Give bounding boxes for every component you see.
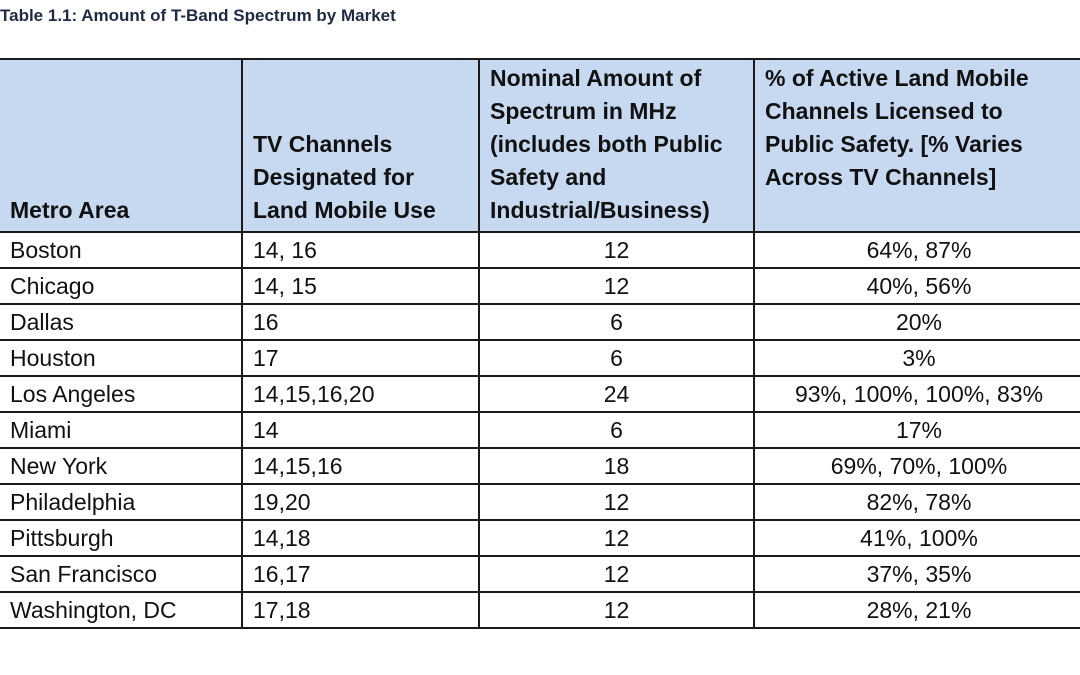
spectrum-table: Metro Area TV Channels Designated for La…	[0, 58, 1080, 629]
table-row: San Francisco 16,17 12 37%, 35%	[0, 555, 1080, 593]
cell-public-safety-percent: 37%, 35%	[753, 555, 1080, 593]
table-body: Boston 14, 16 12 64%, 87% Chicago 14, 15 12 40%…	[0, 231, 1080, 629]
cell-tv-channels: 16	[241, 303, 480, 341]
cell-spectrum-mhz: 6	[478, 303, 755, 341]
cell-tv-channels: 14, 15	[241, 267, 480, 305]
table-row: Los Angeles 14,15,16,20 24 93%, 100%, 100%,…	[0, 375, 1080, 413]
cell-spectrum-mhz: 12	[478, 231, 755, 269]
table-row: Philadelphia 19,20 12 82%, 78%	[0, 483, 1080, 521]
cell-metro-area: Houston	[0, 339, 243, 377]
header-nominal-spectrum: Nominal Amount of Spectrum in MHz (inclu…	[478, 58, 755, 233]
cell-public-safety-percent: 28%, 21%	[753, 591, 1080, 629]
cell-tv-channels: 17,18	[241, 591, 480, 629]
cell-metro-area: Pittsburgh	[0, 519, 243, 557]
cell-tv-channels: 19,20	[241, 483, 480, 521]
cell-tv-channels: 14	[241, 411, 480, 449]
cell-tv-channels: 16,17	[241, 555, 480, 593]
cell-metro-area: Boston	[0, 231, 243, 269]
cell-metro-area: Philadelphia	[0, 483, 243, 521]
cell-tv-channels: 14,15,16,20	[241, 375, 480, 413]
cell-public-safety-percent: 20%	[753, 303, 1080, 341]
cell-spectrum-mhz: 12	[478, 267, 755, 305]
table-row: Washington, DC 17,18 12 28%, 21%	[0, 591, 1080, 629]
cell-spectrum-mhz: 12	[478, 519, 755, 557]
cell-tv-channels: 17	[241, 339, 480, 377]
header-row: Metro Area TV Channels Designated for La…	[0, 58, 1080, 233]
cell-tv-channels: 14, 16	[241, 231, 480, 269]
cell-public-safety-percent: 3%	[753, 339, 1080, 377]
table-row: Pittsburgh 14,18 12 41%, 100%	[0, 519, 1080, 557]
cell-metro-area: Miami	[0, 411, 243, 449]
cell-metro-area: San Francisco	[0, 555, 243, 593]
cell-public-safety-percent: 93%, 100%, 100%, 83%	[753, 375, 1080, 413]
cell-spectrum-mhz: 6	[478, 339, 755, 377]
header-public-safety-percent: % of Active Land Mobile Channels License…	[753, 58, 1080, 233]
cell-spectrum-mhz: 24	[478, 375, 755, 413]
cell-spectrum-mhz: 18	[478, 447, 755, 485]
cell-public-safety-percent: 64%, 87%	[753, 231, 1080, 269]
cell-spectrum-mhz: 12	[478, 483, 755, 521]
cell-spectrum-mhz: 12	[478, 591, 755, 629]
cell-spectrum-mhz: 6	[478, 411, 755, 449]
table-row: Miami 14 6 17%	[0, 411, 1080, 449]
table-caption: Table 1.1: Amount of T-Band Spectrum by …	[0, 6, 396, 25]
table-row: Dallas 16 6 20%	[0, 303, 1080, 341]
table-header: Metro Area TV Channels Designated for La…	[0, 58, 1080, 233]
header-tv-channels: TV Channels Designated for Land Mobile U…	[241, 58, 480, 233]
header-metro-area: Metro Area	[0, 58, 243, 233]
table-row: Boston 14, 16 12 64%, 87%	[0, 231, 1080, 269]
cell-spectrum-mhz: 12	[478, 555, 755, 593]
table-row: Chicago 14, 15 12 40%, 56%	[0, 267, 1080, 305]
table-row: Houston 17 6 3%	[0, 339, 1080, 377]
cell-metro-area: Los Angeles	[0, 375, 243, 413]
cell-tv-channels: 14,18	[241, 519, 480, 557]
cell-public-safety-percent: 69%, 70%, 100%	[753, 447, 1080, 485]
table-row: New York 14,15,16 18 69%, 70%, 100%	[0, 447, 1080, 485]
cell-public-safety-percent: 41%, 100%	[753, 519, 1080, 557]
cell-public-safety-percent: 40%, 56%	[753, 267, 1080, 305]
cell-public-safety-percent: 82%, 78%	[753, 483, 1080, 521]
cell-metro-area: Dallas	[0, 303, 243, 341]
cell-tv-channels: 14,15,16	[241, 447, 480, 485]
cell-metro-area: New York	[0, 447, 243, 485]
cell-metro-area: Washington, DC	[0, 591, 243, 629]
cell-public-safety-percent: 17%	[753, 411, 1080, 449]
cell-metro-area: Chicago	[0, 267, 243, 305]
